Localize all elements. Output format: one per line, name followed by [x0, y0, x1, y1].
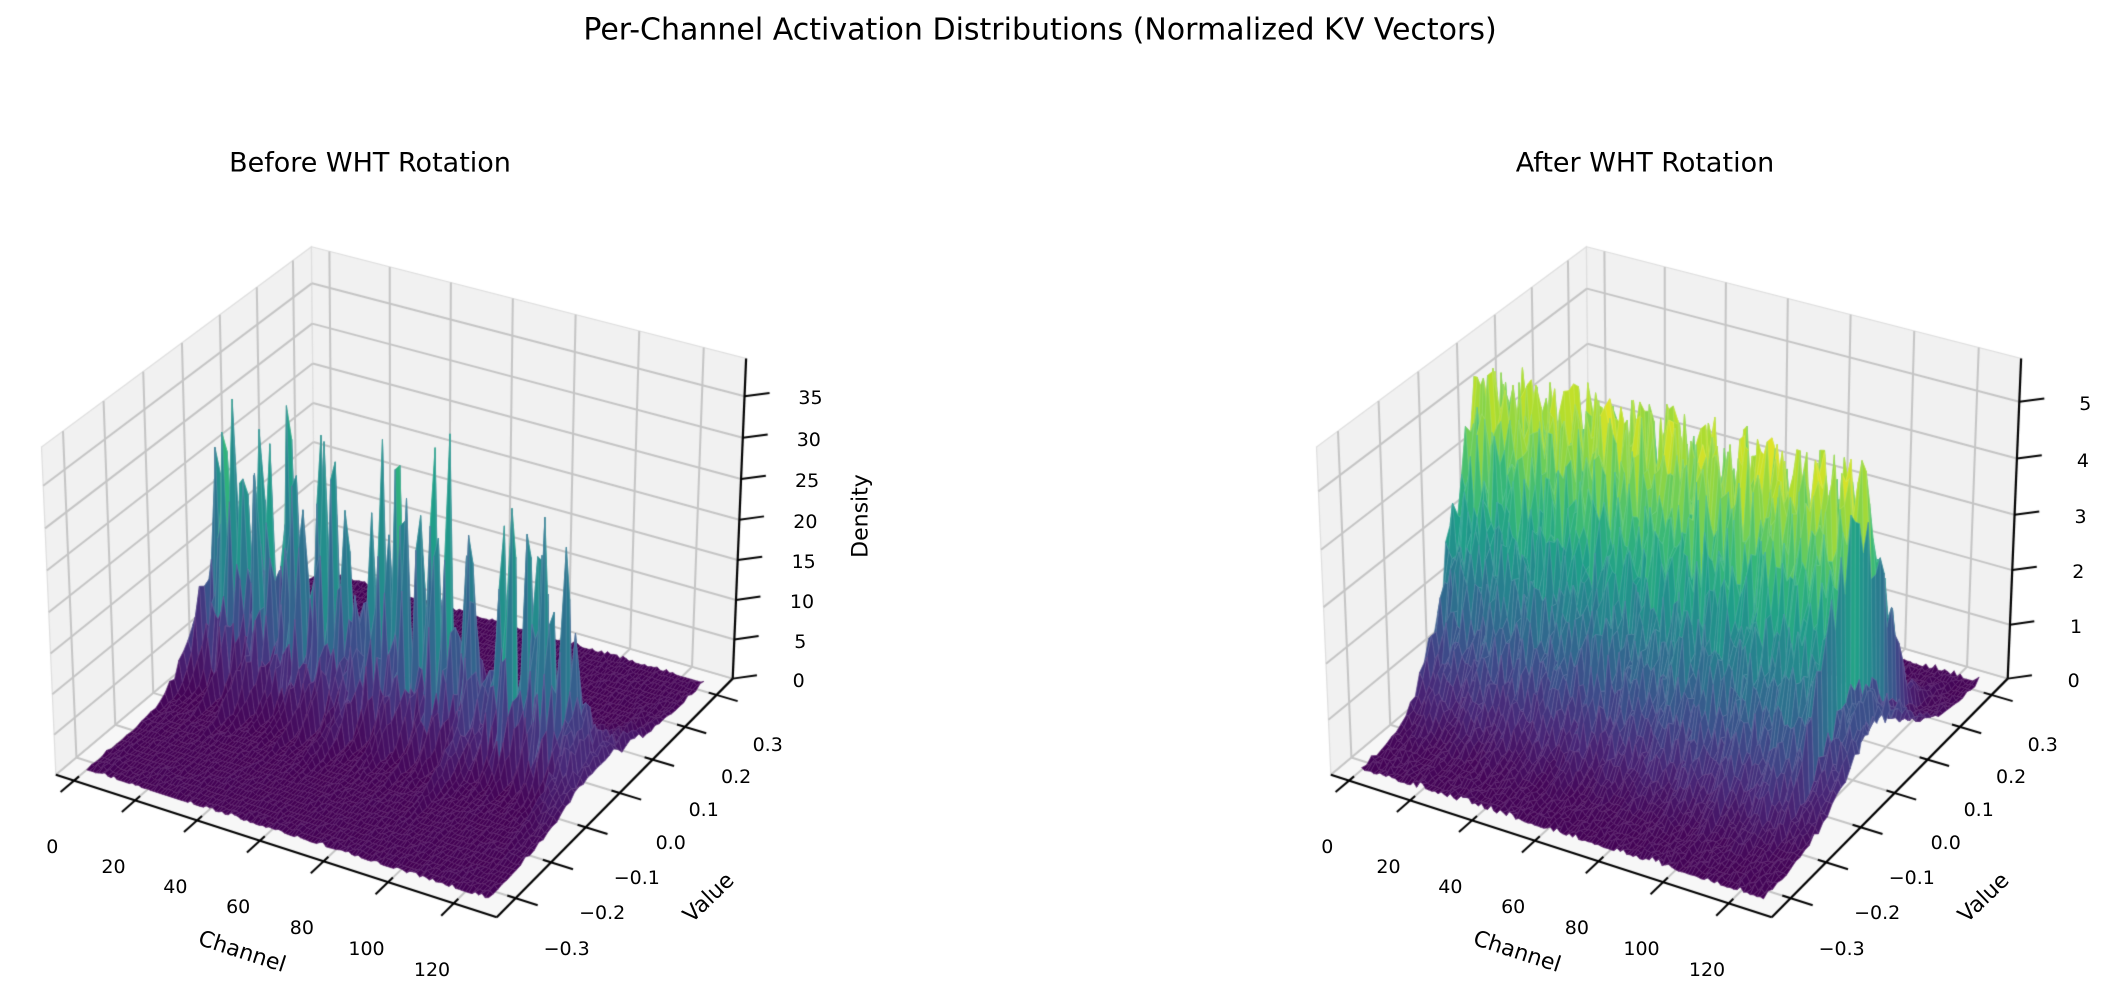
surface-plots-canvas: [0, 0, 2109, 999]
figure-root: { "figure": { "title": "Per-Channel Acti…: [0, 0, 2109, 999]
